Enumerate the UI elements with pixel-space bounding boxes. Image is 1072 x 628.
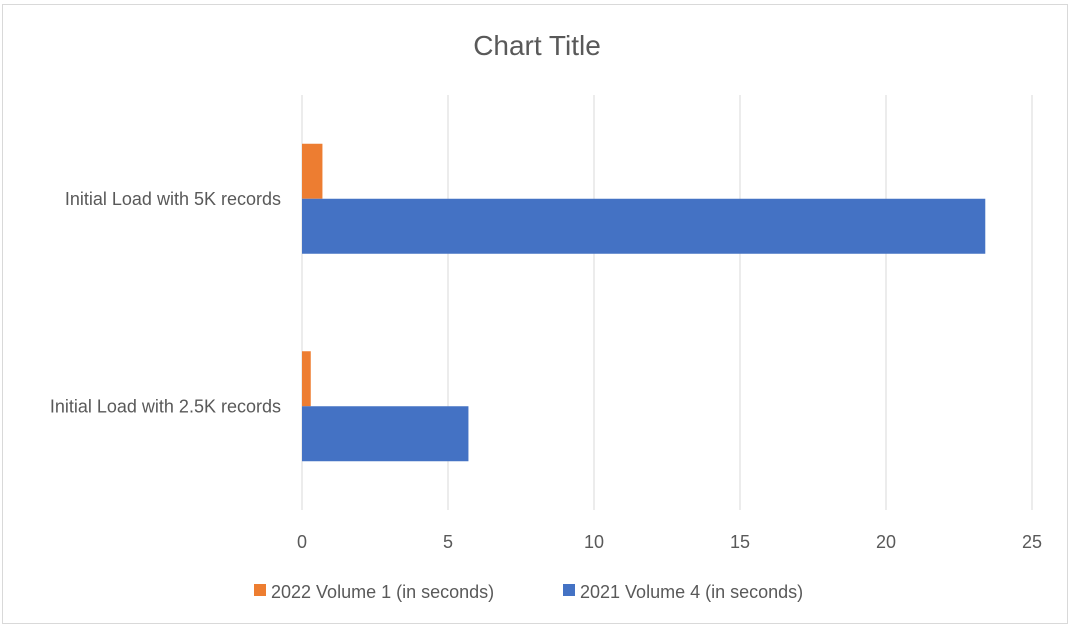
legend-label-2021-volume-4: 2021 Volume 4 (in seconds) (580, 582, 803, 602)
category-label: Initial Load with 2.5K records (50, 396, 281, 416)
chart-frame (2, 4, 1068, 624)
bar-2022-volume-1-1 (302, 351, 311, 407)
category-label: Initial Load with 5K records (65, 189, 281, 209)
bars (302, 143, 986, 462)
bar-2022-volume-1-0 (302, 143, 323, 199)
bar-2021-volume-4-0 (302, 198, 986, 254)
category-labels: Initial Load with 5K records Initial Load… (50, 189, 281, 417)
x-tick-label: 15 (730, 532, 750, 552)
x-tick-labels: 0 5 10 15 20 25 (297, 532, 1042, 552)
legend-swatch-2022-volume-1 (254, 584, 266, 596)
x-tick-label: 5 (443, 532, 453, 552)
legend: 2022 Volume 1 (in seconds) 2021 Volume 4… (254, 582, 803, 602)
chart-title: Chart Title (473, 30, 601, 61)
x-tick-label: 20 (876, 532, 896, 552)
x-tick-label: 10 (584, 532, 604, 552)
bar-2021-volume-4-1 (302, 406, 469, 462)
legend-label-2022-volume-1: 2022 Volume 1 (in seconds) (271, 582, 494, 602)
x-tick-label: 0 (297, 532, 307, 552)
x-tick-label: 25 (1022, 532, 1042, 552)
legend-swatch-2021-volume-4 (563, 584, 575, 596)
